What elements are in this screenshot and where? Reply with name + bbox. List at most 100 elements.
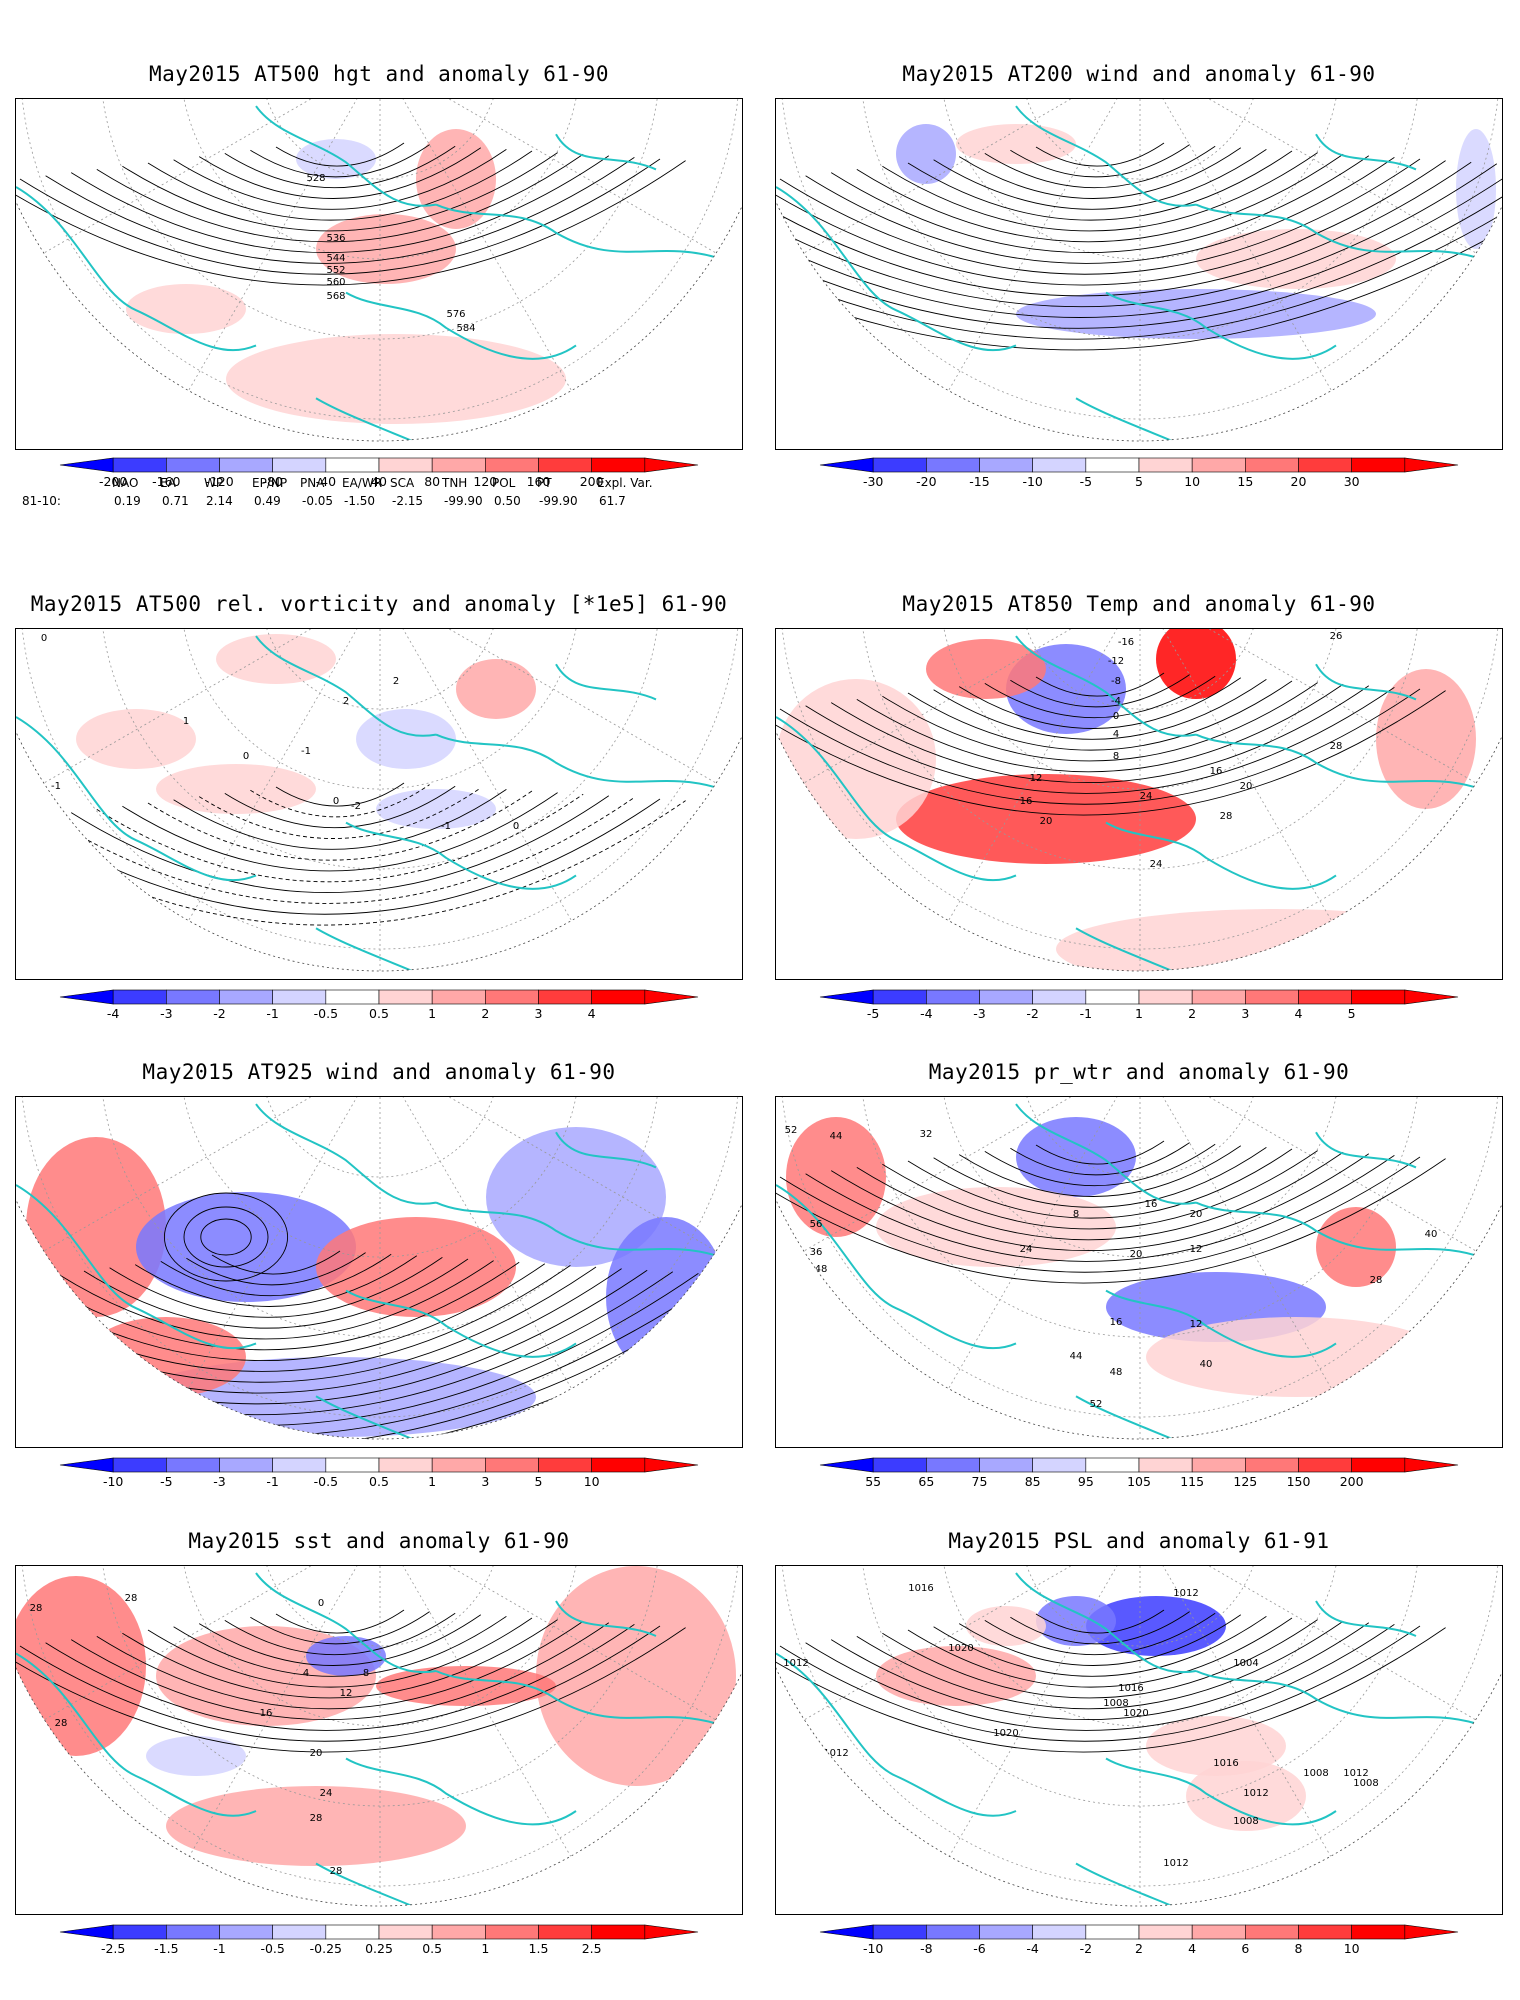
- colorbar-segment: [431, 457, 486, 473]
- colorbar-label: -10: [862, 1941, 884, 1956]
- colorbar-segment: [926, 1924, 980, 1940]
- anomaly-region: [226, 334, 566, 424]
- anomaly-region: [16, 1576, 146, 1756]
- contour-line: [984, 1612, 1216, 1656]
- longitude-gridline: [1139, 1097, 1366, 1439]
- contour-line: [779, 158, 1421, 275]
- contour-label: 0: [243, 751, 249, 762]
- coastline: [435, 733, 717, 789]
- colorbar-arrow-high: [644, 1924, 699, 1940]
- colorbar-label: 1.5: [528, 1941, 549, 1956]
- contour-line: [907, 680, 1293, 751]
- coastline: [1195, 1670, 1477, 1725]
- coastline: [1315, 1131, 1417, 1169]
- contour-line: [32, 1261, 520, 1351]
- colorbar-arrow-high: [1404, 989, 1459, 1005]
- colorbar-label: 8: [1294, 1941, 1303, 1956]
- colorbar-segment: [926, 989, 980, 1005]
- contour-line: [779, 688, 1421, 805]
- coastline: [776, 186, 1017, 352]
- contour-label: 56: [810, 1219, 823, 1230]
- colorbar-label: -2.5: [100, 1941, 126, 1956]
- anomaly-region: [136, 1192, 356, 1302]
- contour-label: 44: [830, 1131, 843, 1142]
- colorbar-segment: [1245, 1457, 1299, 1473]
- contour-label: 560: [326, 277, 345, 288]
- colorbar-segment: [1085, 457, 1140, 473]
- contour-line: [1010, 1142, 1190, 1176]
- colorbar-segment: [1085, 989, 1140, 1005]
- contour-line: [147, 1617, 533, 1688]
- contour-label: 1016: [1213, 1758, 1238, 1769]
- colorbar-label: 2: [481, 1006, 490, 1021]
- map-area: 1016 1020 1012 1008 1016 1020 1012 1004 1012 1020…: [775, 1565, 1503, 1915]
- coastline: [776, 716, 1017, 882]
- longitude-gridline: [1139, 1566, 1366, 1906]
- colorbar-label: 40: [371, 474, 387, 489]
- contour-line: [1035, 142, 1165, 167]
- coastline: [345, 1757, 577, 1826]
- coastline: [776, 1652, 1017, 1817]
- anomaly-region: [296, 139, 376, 179]
- teleconnection-header: Expl. Var.: [597, 476, 653, 490]
- longitude-gridline: [16, 629, 381, 815]
- contour-label: 48: [815, 1264, 828, 1275]
- contour-label: 24: [1020, 1244, 1033, 1255]
- longitude-gridline: [16, 99, 381, 285]
- coastline: [555, 1600, 657, 1637]
- colorbar-label: -4: [106, 1006, 120, 1021]
- colorbar-label: 0.5: [369, 1474, 389, 1489]
- colorbar-segment: [591, 457, 646, 473]
- anomaly-region: [876, 1187, 1116, 1267]
- colorbar-segment: [1298, 457, 1352, 473]
- colorbar-segment: [166, 1457, 220, 1473]
- colorbar-label: -5: [1079, 474, 1093, 489]
- contour-line: [198, 787, 482, 839]
- colorbar-label: 115: [1180, 1474, 1205, 1489]
- contour-line: [805, 157, 1395, 264]
- colorbar-arrow-low: [819, 1457, 874, 1473]
- coastline: [16, 1184, 257, 1350]
- colorbar: -30 -20 -15 -10 -5 5 10 15 20 30: [819, 457, 1459, 492]
- contour-label: 1012: [1173, 1588, 1198, 1599]
- colorbar-segment: [1298, 1924, 1352, 1940]
- anomaly-region: [1156, 629, 1236, 699]
- teleconnection-header: EP/NP: [252, 476, 288, 490]
- contour-label: 16: [1020, 796, 1033, 807]
- contour-label: 12: [340, 1688, 353, 1699]
- colorbar-label: -0.5: [260, 1941, 285, 1956]
- colorbar-segment: [872, 1924, 927, 1940]
- colorbar-segment: [485, 989, 539, 1005]
- colorbar-label: 150: [1286, 1474, 1311, 1489]
- teleconnection-value: 0.50: [494, 494, 521, 508]
- colorbar-label: 80: [424, 474, 441, 489]
- colorbar-segment: [1245, 457, 1299, 473]
- contour-line: [16, 1269, 648, 1405]
- contour-line: [147, 790, 533, 861]
- colorbar-label: 65: [918, 1474, 935, 1489]
- contour-line: [173, 789, 507, 850]
- colorbar-label: 125: [1233, 1474, 1258, 1489]
- contour-label: 28: [310, 1813, 323, 1824]
- longitude-gridline: [1139, 629, 1366, 971]
- contour-line: [830, 1622, 1370, 1721]
- colorbar-segment: [485, 1924, 539, 1940]
- coastline: [315, 397, 437, 441]
- contour-label: 16: [260, 1708, 273, 1719]
- colorbar-segment: [219, 1924, 273, 1940]
- colorbar-label: -1: [266, 1006, 279, 1021]
- contour-line: [173, 1616, 507, 1677]
- longitude-gridline: [776, 1097, 1141, 1283]
- longitude-gridline: [1139, 1097, 1502, 1283]
- contour-line: [1035, 1140, 1165, 1165]
- colorbar-segment: [1032, 1457, 1087, 1473]
- colorbar-label: 0.5: [369, 1006, 389, 1021]
- contour-line: [58, 1260, 494, 1340]
- coastline: [1075, 1862, 1197, 1906]
- map-svg: 52 44 32 8 16 20 12 24 40 56 48 36 20 16 12 28 44 48 52 40: [776, 1097, 1502, 1440]
- panel-title: May2015 PSL and anomaly 61-91: [948, 1529, 1330, 1553]
- contour-label: 528: [306, 173, 325, 184]
- panel-title: May2015 AT850 Temp and anomaly 61-90: [902, 592, 1376, 616]
- coastline: [1315, 663, 1417, 701]
- colorbar-arrow-high: [1404, 1457, 1459, 1473]
